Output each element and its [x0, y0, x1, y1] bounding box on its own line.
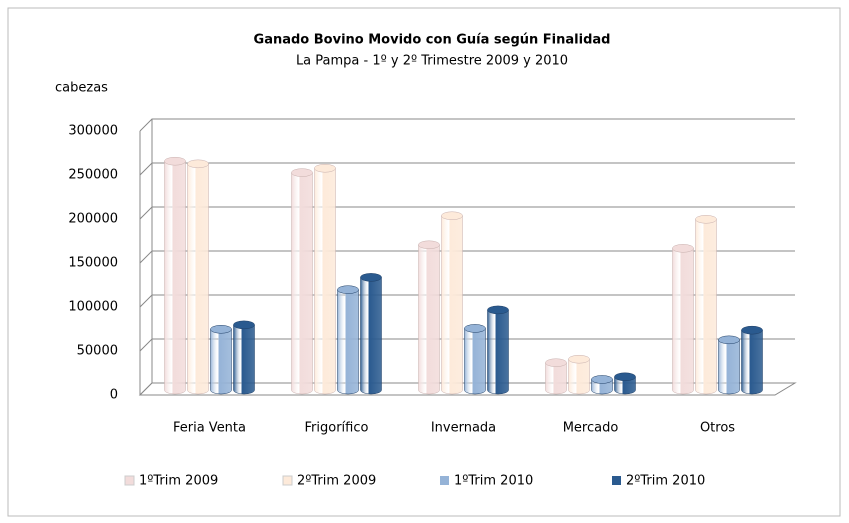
bar	[614, 372, 636, 395]
y-tick-label: 200000	[68, 212, 118, 227]
bar-body	[695, 219, 717, 395]
bar	[337, 285, 359, 395]
bar	[441, 211, 463, 395]
bar-top	[568, 354, 590, 364]
bar-body	[718, 339, 740, 395]
bar-body	[233, 324, 255, 395]
bar-body	[741, 329, 763, 395]
bar-top	[164, 156, 186, 166]
grid-line	[139, 294, 795, 308]
bar-top	[418, 240, 440, 250]
bar	[464, 324, 486, 395]
bar-body	[418, 244, 440, 395]
bar-top	[441, 211, 463, 221]
legend-swatch	[440, 476, 449, 485]
chart-subtitle: La Pampa - 1º y 2º Trimestre 2009 y 2010	[296, 54, 568, 69]
y-axis-label: cabezas	[55, 81, 108, 96]
bar-body	[164, 160, 186, 395]
bar-top	[210, 325, 232, 334]
bar	[695, 215, 717, 395]
bar-body	[291, 172, 313, 395]
chart-title: Ganado Bovino Movido con Guía según Fina…	[254, 33, 611, 48]
bar-body	[314, 167, 336, 395]
bar-top	[487, 305, 509, 315]
bar-body	[614, 376, 636, 395]
bar-body	[337, 289, 359, 395]
bar-top	[614, 372, 636, 382]
legend-swatch	[282, 475, 293, 486]
bar-top	[314, 163, 336, 173]
x-tick-label: Otros	[700, 421, 735, 436]
y-tick-label: 250000	[68, 168, 118, 183]
legend-label: 1ºTrim 2010	[454, 474, 533, 489]
bar	[418, 240, 440, 395]
grid-line	[139, 250, 795, 264]
bar	[718, 335, 740, 395]
bar-top	[291, 168, 313, 177]
bar	[672, 244, 694, 395]
bar-top	[672, 244, 694, 253]
grid-line	[139, 162, 795, 176]
grid-line	[139, 118, 795, 132]
bar-top	[741, 325, 763, 335]
bar-top	[695, 215, 717, 224]
x-tick-label: Invernada	[431, 421, 496, 436]
bar-body	[672, 248, 694, 395]
x-tick-label: Frigorífico	[305, 421, 369, 436]
legend-swatch	[124, 475, 135, 486]
bar	[233, 320, 255, 395]
y-tick-label: 300000	[68, 124, 118, 139]
grid-line	[139, 338, 795, 352]
legend-swatch	[612, 476, 621, 485]
x-tick-label: Mercado	[563, 421, 619, 436]
bar	[591, 375, 613, 395]
bar	[187, 159, 209, 395]
bar-top	[360, 273, 382, 282]
bar-top	[233, 320, 255, 330]
bar	[568, 354, 590, 395]
y-tick-label: 50000	[77, 344, 118, 359]
y-tick-label: 0	[110, 388, 118, 403]
bar-body	[487, 309, 509, 395]
grid-line	[139, 206, 795, 220]
bar	[487, 305, 509, 395]
bar-body	[464, 328, 486, 395]
y-tick-label: 150000	[68, 256, 118, 271]
bar	[314, 163, 336, 395]
bar-top	[464, 324, 486, 333]
legend-label: 2ºTrim 2010	[626, 474, 705, 489]
bar-body	[441, 215, 463, 395]
bar	[545, 358, 567, 395]
legend-label: 1ºTrim 2009	[139, 474, 218, 489]
bar-top	[718, 335, 740, 345]
bar	[291, 168, 313, 395]
bar-top	[591, 375, 613, 384]
bar-top	[187, 159, 209, 169]
bar-body	[360, 277, 382, 395]
bar-body	[187, 163, 209, 395]
bar-body	[210, 329, 232, 395]
bar-top	[337, 285, 359, 294]
bar	[741, 325, 763, 395]
legend-label: 2ºTrim 2009	[297, 474, 376, 489]
bar-body	[545, 362, 567, 395]
x-tick-label: Feria Venta	[173, 421, 246, 436]
bar	[360, 273, 382, 395]
bar-body	[568, 358, 590, 395]
bar	[164, 156, 186, 395]
y-tick-label: 100000	[68, 300, 118, 315]
bar-top	[545, 358, 567, 367]
bar	[210, 325, 232, 395]
